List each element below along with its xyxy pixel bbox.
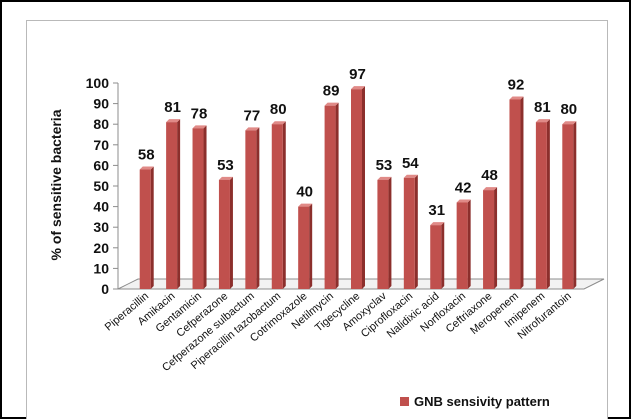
bar — [218, 179, 230, 289]
legend-swatch — [400, 397, 409, 406]
bar-side — [388, 176, 392, 289]
y-tick-label: 70 — [93, 137, 109, 153]
bar — [298, 206, 310, 289]
y-tick-label: 0 — [101, 281, 109, 297]
data-label: 40 — [296, 184, 313, 201]
y-tick-label: 20 — [93, 240, 109, 256]
bar-side — [467, 199, 471, 289]
bar — [377, 179, 389, 289]
bar-top — [271, 121, 286, 125]
data-label: 77 — [244, 107, 261, 124]
bar-side — [441, 222, 445, 289]
data-label: 81 — [164, 99, 181, 116]
bar — [483, 190, 495, 289]
bar-side — [414, 174, 418, 289]
bar-top — [562, 121, 577, 125]
bar — [245, 130, 257, 289]
y-tick-label: 30 — [93, 219, 109, 235]
bar-side — [177, 119, 181, 289]
category-labels: PiperacillinAmikacinGentamicinCefperazon… — [103, 290, 574, 374]
data-label: 78 — [191, 105, 208, 122]
bar-side — [335, 102, 339, 289]
bar-top — [218, 176, 233, 180]
bar-side — [309, 203, 313, 289]
bar-top — [324, 102, 339, 106]
bar-side — [150, 166, 154, 289]
bar — [456, 202, 468, 289]
bar — [430, 225, 442, 289]
bar-top — [456, 199, 471, 203]
y-tick-label: 90 — [93, 96, 109, 112]
bar-top — [351, 86, 365, 90]
bar-top — [139, 166, 154, 170]
bar-side — [546, 119, 550, 289]
y-tick-label: 80 — [93, 116, 109, 132]
bar-top — [430, 222, 445, 226]
data-label: 48 — [481, 167, 498, 184]
data-label: 54 — [402, 155, 419, 172]
bar-top — [403, 174, 418, 178]
bars — [139, 86, 577, 290]
data-label: 81 — [534, 99, 551, 116]
data-label: 53 — [376, 157, 393, 174]
bar-side — [256, 127, 260, 289]
bar-top — [245, 127, 260, 131]
bar-top — [192, 125, 207, 129]
bar-top — [509, 96, 524, 100]
data-label: 58 — [138, 147, 155, 164]
axes: 0 10 20 30 40 50 60 70 80 90 100 — [86, 75, 605, 297]
bar — [139, 169, 151, 289]
data-label: 80 — [270, 101, 287, 118]
bar-top — [483, 187, 498, 191]
bar — [192, 128, 204, 289]
bar-side — [282, 121, 286, 289]
bar — [351, 89, 362, 290]
data-label: 53 — [217, 157, 234, 174]
bar — [535, 122, 547, 289]
bar-side — [494, 187, 498, 289]
bar — [324, 105, 336, 289]
y-axis-title: % of sensitive bacteria — [48, 109, 64, 260]
bar-side — [520, 96, 524, 289]
bar-side — [573, 121, 577, 289]
data-label: 42 — [455, 179, 472, 196]
bar-side — [229, 176, 233, 289]
y-tick-label: 60 — [93, 157, 109, 173]
bar — [271, 124, 283, 289]
bar-top — [377, 176, 392, 180]
bar-side — [203, 125, 207, 289]
y-tick-label: 50 — [93, 178, 109, 194]
bar-top — [166, 119, 181, 123]
data-label: 92 — [508, 76, 525, 93]
y-tick-label: 100 — [86, 75, 110, 91]
data-labels: 58 81 78 53 77 80 40 89 97 53 54 31 42 48 92 81 80 — [138, 66, 577, 219]
legend-label: GNB sensivity pattern — [414, 394, 550, 409]
y-tick-label: 10 — [93, 260, 109, 276]
bar — [403, 177, 415, 289]
bar-top — [535, 119, 550, 123]
data-label: 89 — [323, 83, 340, 100]
data-label: 97 — [349, 66, 366, 83]
bar — [166, 122, 178, 289]
bar — [562, 124, 574, 289]
bar-side — [362, 86, 365, 290]
bar — [509, 99, 521, 289]
data-label: 80 — [560, 101, 577, 118]
y-tick-label: 40 — [93, 199, 109, 215]
bar-top — [298, 203, 313, 207]
legend: GNB sensivity pattern — [400, 394, 550, 409]
data-label: 31 — [428, 202, 445, 219]
